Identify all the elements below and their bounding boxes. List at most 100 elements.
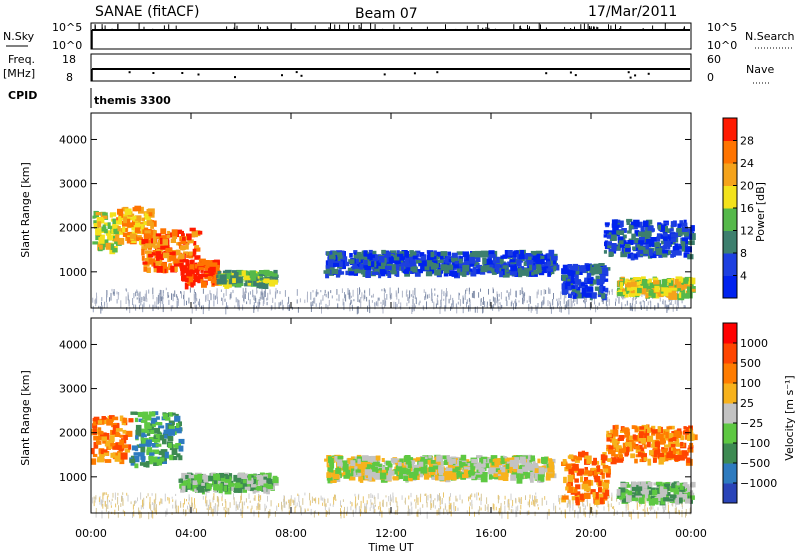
velocity-echo-5 (629, 435, 634, 440)
power-echo-5 (530, 258, 538, 265)
power-cbar-label-3: 16 (740, 202, 754, 215)
power-noise-mark (519, 290, 521, 296)
velocity-echo-1 (178, 455, 183, 461)
velocity-echo-3 (350, 460, 356, 466)
velocity-noise-mark (171, 496, 173, 499)
velocity-noise-mark (501, 511, 503, 519)
power-echo-4 (253, 279, 257, 286)
velocity-echo-0 (101, 436, 107, 441)
velocity-noise-mark (175, 506, 177, 510)
velocity-noise-mark (535, 500, 537, 504)
velocity-echo-6 (655, 490, 662, 495)
velocity-echo-5 (633, 425, 638, 430)
velocity-noise-mark (389, 501, 391, 506)
power-echo-5 (502, 265, 508, 269)
velocity-noise-mark (233, 493, 234, 500)
velocity-echo-1 (141, 438, 149, 445)
velocity-noise-mark (126, 492, 128, 496)
power-noise-mark (230, 292, 232, 299)
power-noise-mark (357, 306, 359, 314)
power-echo-5 (395, 263, 400, 269)
power-echo-4 (217, 270, 222, 277)
power-noise-mark (540, 290, 542, 296)
velocity-noise-mark (340, 510, 342, 514)
velocity-echo-5 (612, 442, 618, 448)
velocity-noise-mark (327, 498, 329, 503)
power-noise-mark (186, 300, 187, 306)
power-noise-mark (113, 289, 115, 296)
velocity-noise-mark (302, 498, 304, 505)
velocity-noise-mark (104, 492, 106, 495)
velocity-echo-0 (119, 434, 126, 438)
power-noise-mark (398, 298, 400, 304)
velocity-echo-5 (626, 447, 630, 453)
power-echo-5 (540, 264, 547, 269)
power-noise-mark (214, 295, 216, 300)
velocity-echo-5 (675, 442, 680, 447)
power-echo-5 (486, 269, 491, 273)
velocity-echo-3 (537, 474, 544, 481)
velocity-echo-3 (510, 474, 517, 481)
velocity-noise-mark (667, 504, 669, 513)
velocity-echo-0 (103, 452, 109, 456)
velocity-echo-1 (149, 452, 155, 456)
velocity-noise-mark (537, 507, 539, 510)
power-noise-mark (358, 299, 360, 303)
velocity-echo-3 (494, 464, 499, 472)
velocity-noise-mark (622, 511, 624, 517)
power-echo-6 (648, 240, 655, 247)
power-echo-5 (326, 251, 332, 256)
velocity-echo-3 (469, 468, 475, 476)
velocity-echo-4 (602, 492, 608, 499)
power-echo-5 (414, 250, 421, 254)
velocity-noise-mark (430, 500, 432, 506)
power-echo-6 (610, 230, 615, 238)
velocity-noise-mark (107, 505, 109, 509)
velocity-echo-3 (390, 458, 398, 463)
velocity-noise-mark (320, 495, 322, 501)
power-echo-5 (331, 268, 339, 275)
velocity-noise-mark (107, 499, 109, 506)
power-noise-mark (197, 301, 199, 306)
velocity-echo-3 (406, 468, 411, 475)
velocity-noise-mark (95, 511, 97, 518)
velocity-echo-3 (379, 472, 387, 480)
velocity-noise-mark (110, 505, 112, 508)
power-noise-mark (522, 299, 524, 305)
power-noise-mark (133, 293, 135, 299)
freq-label: Freq. (8, 53, 35, 66)
velocity-noise-mark (349, 501, 351, 504)
velocity-echo-3 (479, 467, 484, 474)
velocity-noise-mark (121, 495, 122, 502)
velocity-noise-mark (373, 495, 375, 500)
velocity-noise-mark (672, 502, 674, 507)
power-echo-5 (383, 251, 391, 258)
power-echo-7 (593, 268, 601, 275)
velocity-echo-2 (181, 485, 186, 493)
velocity-noise-mark (117, 497, 119, 505)
power-noise-mark (480, 288, 481, 292)
velocity-noise-mark (486, 497, 488, 504)
power-noise-mark (522, 297, 523, 305)
power-noise-mark (246, 301, 248, 305)
velocity-noise-mark (93, 496, 95, 500)
power-echo-5 (368, 262, 373, 266)
velocity-echo-3 (489, 467, 496, 473)
velocity-noise-mark (160, 498, 162, 504)
power-echo-3 (206, 262, 212, 268)
velocity-noise-mark (574, 509, 576, 514)
power-echo-2 (162, 267, 167, 274)
velocity-noise-mark (507, 499, 509, 507)
power-echo-5 (452, 262, 459, 269)
velocity-echo-2 (201, 482, 205, 486)
power-noise-mark (537, 303, 539, 308)
power-echo-6 (665, 234, 673, 239)
velocity-echo-1 (149, 437, 156, 442)
velocity-echo-0 (115, 431, 120, 437)
power-echo-1 (134, 215, 142, 221)
velocity-noise-mark (656, 511, 658, 519)
power-echo-5 (547, 254, 551, 259)
velocity-echo-3 (494, 458, 501, 465)
velocity-noise-mark (324, 503, 326, 511)
power-echo-8 (678, 284, 686, 290)
